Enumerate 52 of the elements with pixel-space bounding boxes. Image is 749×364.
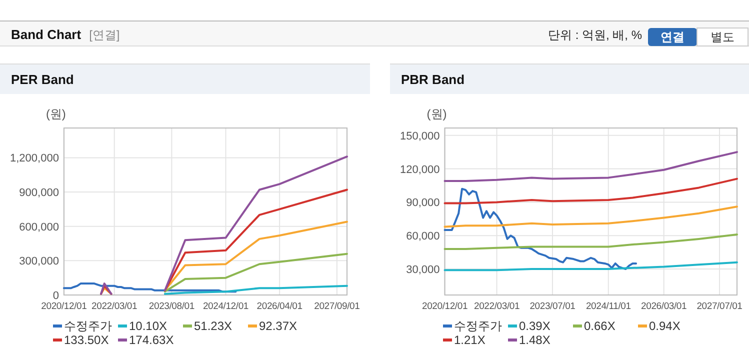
line-series <box>164 284 348 295</box>
y-axis-title: (원) <box>426 107 447 121</box>
legend-label: 1.48X <box>519 333 550 347</box>
y-tick-label: 120,000 <box>400 164 440 176</box>
x-tick-label: 2023/07/01 <box>530 301 576 312</box>
text: 단위 : 억원, 배, % <box>548 28 642 42</box>
legend-label: 92.37X <box>259 319 298 333</box>
y-tick-label: 0 <box>52 290 59 302</box>
x-tick-label: 2024/11/01 <box>586 301 631 312</box>
legend-label: 174.63X <box>129 333 174 347</box>
line-series <box>444 206 738 228</box>
legend-label: 수정주가 <box>454 319 502 333</box>
y-tick-label: 60,000 <box>406 230 440 243</box>
y-tick-label: 600,000 <box>19 221 59 234</box>
legend-label: 0.94X <box>649 319 680 333</box>
x-tick-label: 2027/09/01 <box>314 301 360 312</box>
line-series <box>444 188 638 270</box>
chart-title: PBR Band <box>401 72 465 87</box>
line-series <box>444 151 738 182</box>
x-tick-label: 2022/03/01 <box>92 301 138 312</box>
legend-label: 0.39X <box>519 319 550 333</box>
x-tick-label: 2026/04/01 <box>256 301 302 312</box>
y-tick-label: 150,000 <box>400 130 440 142</box>
legend-label: 10.10X <box>129 319 168 333</box>
text: 별도 <box>710 30 734 44</box>
line-series <box>444 234 738 250</box>
legend-label: 0.66X <box>584 319 616 333</box>
y-axis-title: (원) <box>46 107 66 121</box>
text: [연결] <box>89 28 120 42</box>
line-series <box>164 252 348 293</box>
line-series <box>444 261 738 272</box>
x-tick-label: 2020/12/01 <box>41 301 87 312</box>
legend-label: 133.50X <box>64 333 109 347</box>
x-tick-label: 2027/07/01 <box>696 301 742 312</box>
x-tick-label: 2022/03/01 <box>474 301 520 312</box>
y-tick-label: 90,000 <box>406 197 440 210</box>
text: 연결 <box>660 30 684 44</box>
y-tick-label: 30,000 <box>406 264 440 276</box>
x-tick-label: 2024/12/01 <box>202 301 249 312</box>
legend-label: 1.21X <box>454 333 486 347</box>
line-series <box>444 178 738 204</box>
y-tick-label: 300,000 <box>19 256 59 268</box>
x-tick-label: 2026/03/01 <box>641 301 687 312</box>
y-tick-label: 1,200,000 <box>10 152 59 165</box>
x-tick-label: 2023/08/01 <box>148 301 194 312</box>
x-tick-label: 2020/12/01 <box>422 301 468 312</box>
legend-label: 51.23X <box>194 319 232 333</box>
line-series <box>62 282 237 293</box>
chart-title: PER Band <box>11 72 74 87</box>
y-tick-label: 900,000 <box>19 187 59 200</box>
text: Band Chart <box>11 27 82 42</box>
legend-label: 수정주가 <box>64 319 112 333</box>
